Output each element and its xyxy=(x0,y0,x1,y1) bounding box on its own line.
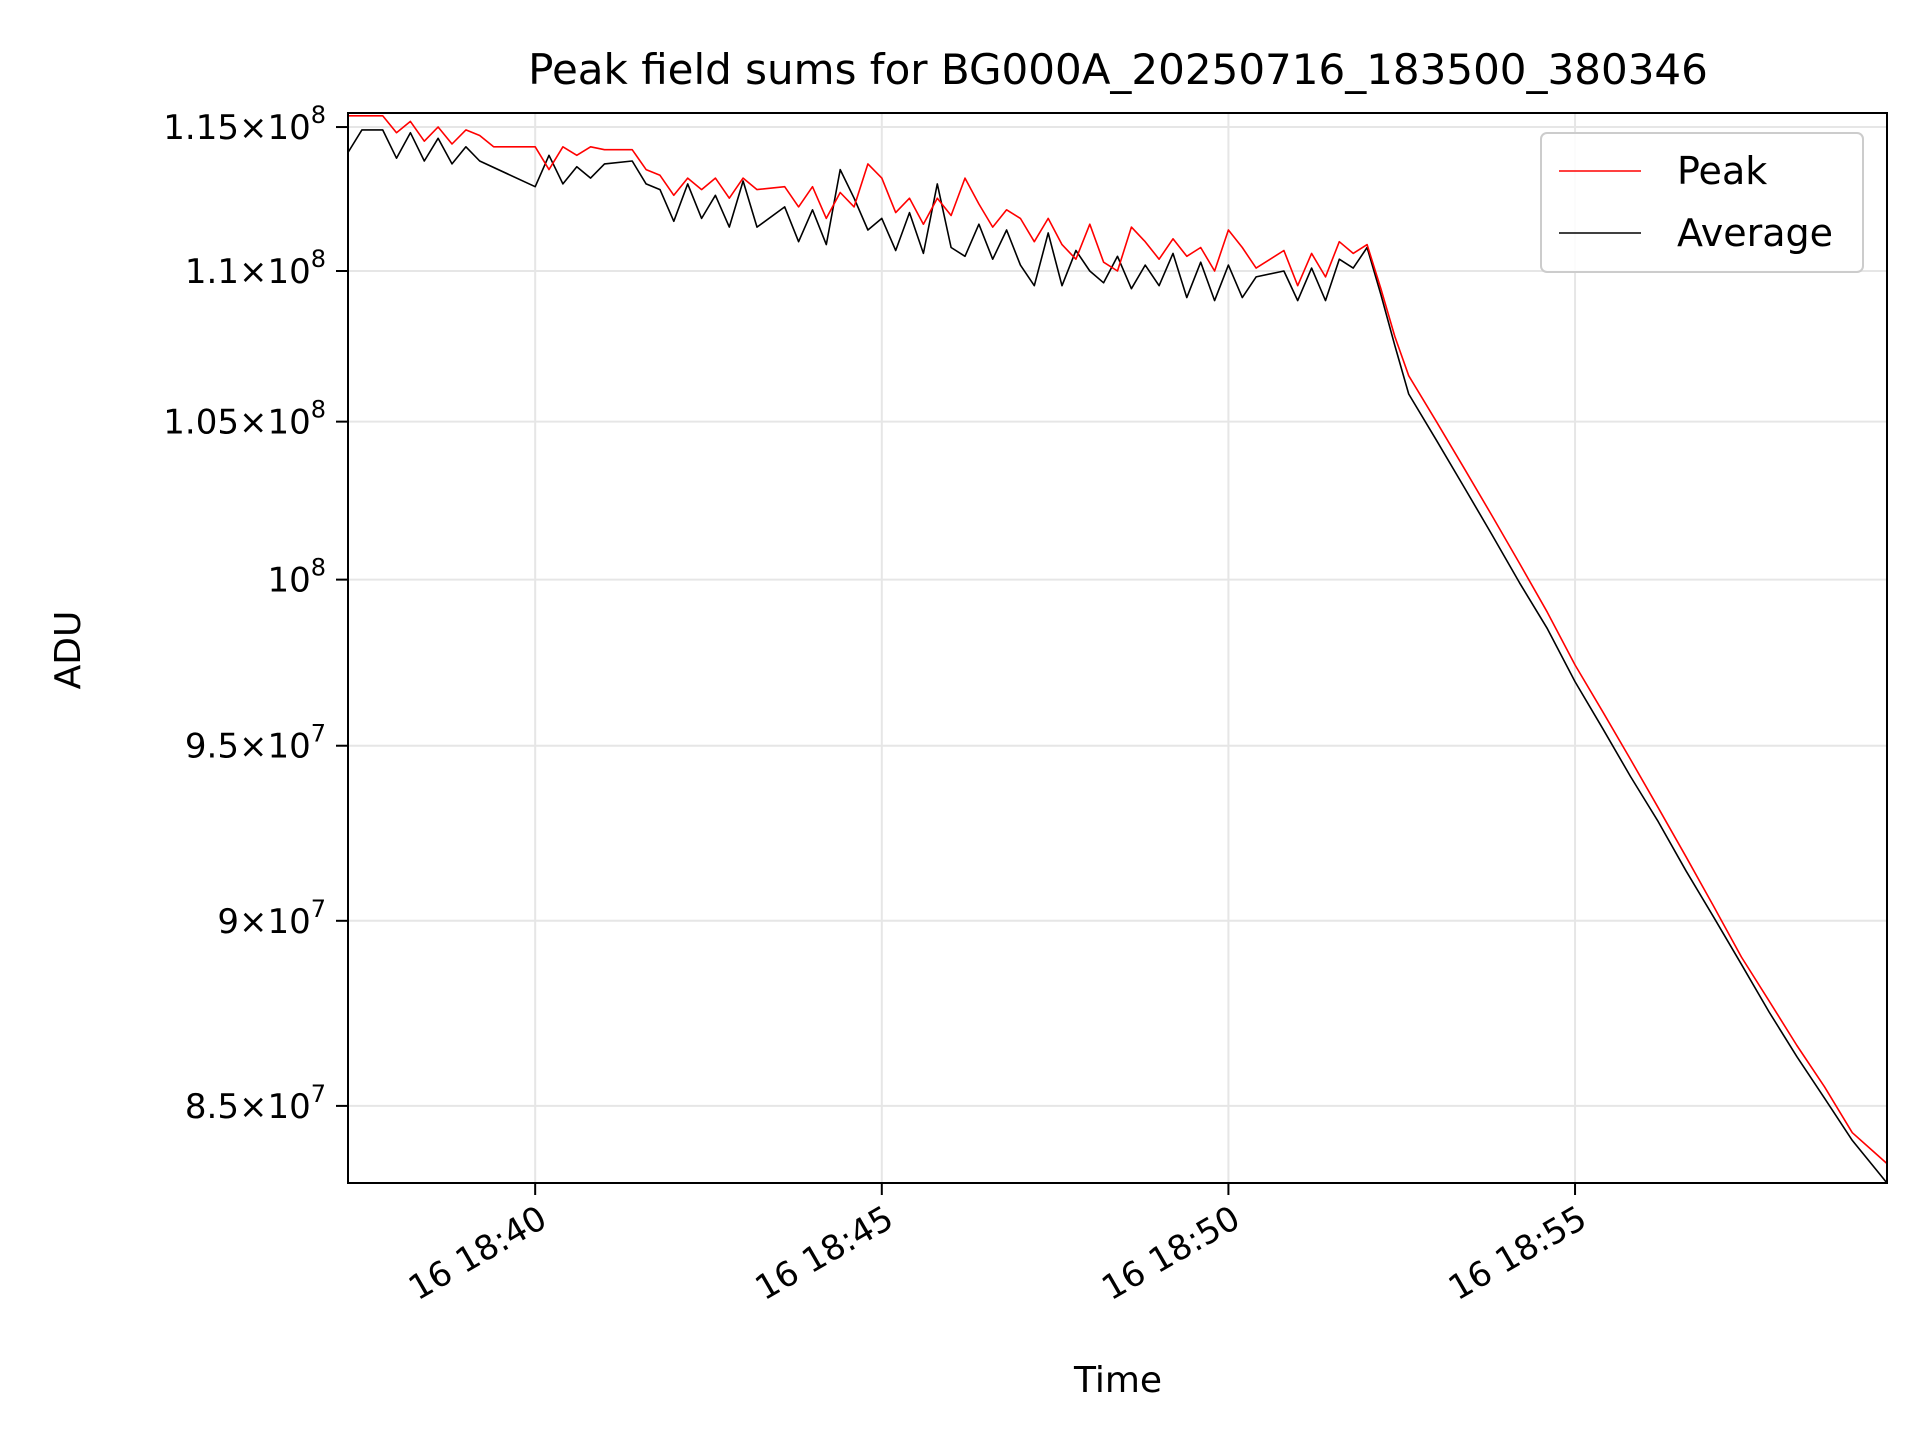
y-tick-label: 9×107 xyxy=(217,895,326,942)
y-tick-label: 9.5×107 xyxy=(185,720,326,767)
plot-frame xyxy=(347,112,1888,1184)
y-tick-label: 8.5×107 xyxy=(185,1080,326,1127)
y-axis-label: ADU xyxy=(48,611,89,690)
x-axis-label: Time xyxy=(1073,1360,1162,1401)
series-line-average xyxy=(348,129,1887,1183)
legend: Peak Average xyxy=(1540,132,1864,273)
y-tick-label: 108 xyxy=(267,554,326,601)
y-tick-label: 1.1×108 xyxy=(185,245,326,292)
chart-title: Peak field sums for BG000A_20250716_1835… xyxy=(528,45,1708,94)
series-line-peak xyxy=(348,115,1887,1165)
y-tick-label: 1.05×108 xyxy=(163,396,326,443)
y-tick-label: 1.15×108 xyxy=(163,101,326,148)
series-layer xyxy=(348,115,1887,1183)
legend-label-average: Average xyxy=(1677,211,1833,255)
legend-box xyxy=(1540,132,1864,273)
legend-label-peak: Peak xyxy=(1677,149,1767,193)
